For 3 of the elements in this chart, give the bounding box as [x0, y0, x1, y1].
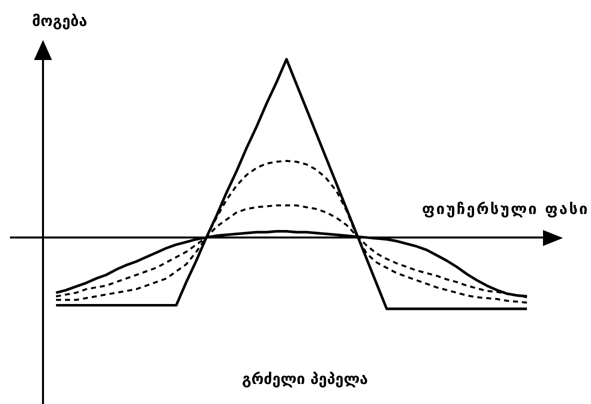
- x-axis-title: ფიუჩერსული ფასი: [422, 200, 590, 218]
- y-axis-title: მოგება: [32, 12, 88, 30]
- text: გრძელი პეპელა: [242, 370, 368, 388]
